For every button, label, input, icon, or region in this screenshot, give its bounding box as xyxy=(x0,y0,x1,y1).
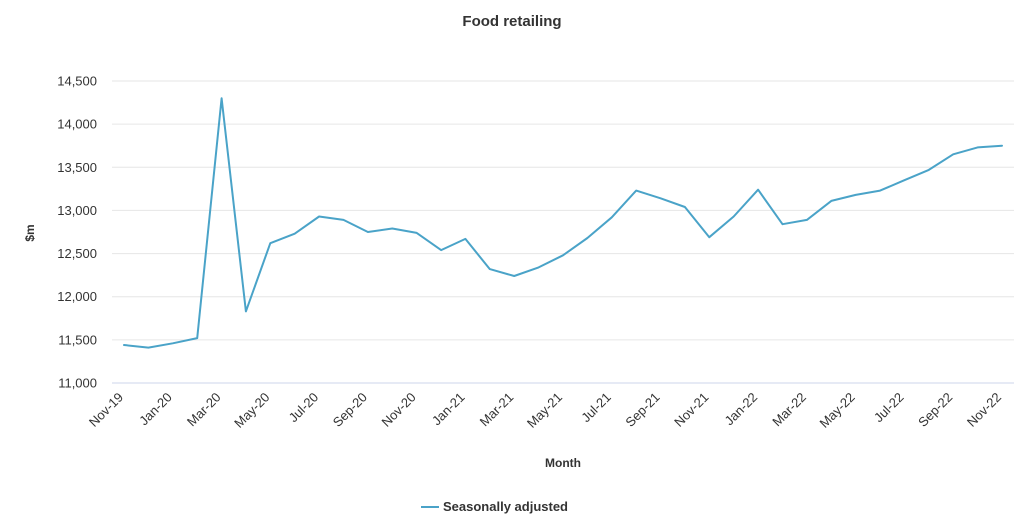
data-point[interactable] xyxy=(631,186,641,196)
data-point[interactable] xyxy=(997,141,1007,151)
data-point[interactable] xyxy=(778,219,788,229)
x-tick-label: Mar-21 xyxy=(477,390,517,430)
gridlines xyxy=(112,80,1014,384)
x-tick-label: Mar-20 xyxy=(184,390,224,430)
x-tick-label: Sep-21 xyxy=(622,390,662,430)
data-point[interactable] xyxy=(875,186,885,196)
y-tick-label: 13,500 xyxy=(57,160,97,175)
chart-title: Food retailing xyxy=(462,13,561,30)
data-point[interactable] xyxy=(485,264,495,274)
x-tick-label: May-20 xyxy=(231,390,272,431)
data-point[interactable] xyxy=(948,149,958,159)
legend[interactable]: Seasonally adjusted xyxy=(421,499,568,514)
x-tick-label: Jan-21 xyxy=(429,390,468,429)
y-tick-label: 14,000 xyxy=(57,117,97,132)
data-point[interactable] xyxy=(217,93,227,103)
data-point[interactable] xyxy=(826,196,836,206)
x-tick-label: Jan-22 xyxy=(722,390,761,429)
x-tick-label: Nov-20 xyxy=(379,390,419,430)
data-point[interactable] xyxy=(436,245,446,255)
data-point[interactable] xyxy=(534,262,544,272)
data-point[interactable] xyxy=(753,185,763,195)
y-tick-label: 14,500 xyxy=(57,74,97,89)
series-line-seasonally-adjusted[interactable] xyxy=(123,97,1003,349)
data-point[interactable] xyxy=(192,333,202,343)
x-tick-label: Mar-22 xyxy=(769,390,809,430)
series-layer xyxy=(119,93,1007,353)
data-point[interactable] xyxy=(387,224,397,234)
y-tick-label: 13,000 xyxy=(57,203,97,218)
data-point[interactable] xyxy=(265,238,275,248)
x-tick-label: May-21 xyxy=(524,390,565,431)
data-point[interactable] xyxy=(290,229,300,239)
x-tick-label: May-22 xyxy=(817,390,858,431)
data-point[interactable] xyxy=(582,233,592,243)
data-point[interactable] xyxy=(168,338,178,348)
y-tick-label: 12,500 xyxy=(57,246,97,261)
legend-label: Seasonally adjusted xyxy=(443,499,568,514)
data-point[interactable] xyxy=(607,212,617,222)
data-point[interactable] xyxy=(704,232,714,242)
data-point[interactable] xyxy=(656,193,666,203)
data-point[interactable] xyxy=(314,211,324,221)
y-axis: 11,000 11,500 12,000 12,500 13,000 13,500 14,0… xyxy=(57,74,97,391)
x-tick-label: Nov-21 xyxy=(671,390,711,430)
y-tick-label: 11,500 xyxy=(58,332,97,347)
data-point[interactable] xyxy=(363,227,373,237)
data-point[interactable] xyxy=(680,202,690,212)
data-point[interactable] xyxy=(412,228,422,238)
data-point[interactable] xyxy=(460,234,470,244)
data-point[interactable] xyxy=(241,306,251,316)
x-tick-label: Jan-20 xyxy=(136,390,175,429)
x-tick-label: Jul-20 xyxy=(286,390,322,426)
data-point[interactable] xyxy=(802,215,812,225)
x-axis: Nov-19 Jan-20 Mar-20 May-20 Jul-20 Sep-20 Nov-… xyxy=(86,390,1004,431)
x-tick-label: Sep-20 xyxy=(330,390,370,430)
y-tick-label: 11,000 xyxy=(58,376,97,391)
x-axis-title: Month xyxy=(545,456,581,470)
x-tick-label: Jul-21 xyxy=(578,390,614,426)
x-tick-label: Sep-22 xyxy=(915,390,955,430)
x-tick-label: Nov-19 xyxy=(86,390,126,430)
data-point[interactable] xyxy=(973,142,983,152)
data-point[interactable] xyxy=(143,343,153,353)
y-tick-label: 12,000 xyxy=(57,289,97,304)
data-point[interactable] xyxy=(558,250,568,260)
data-point[interactable] xyxy=(339,215,349,225)
x-tick-label: Nov-22 xyxy=(964,390,1004,430)
data-point[interactable] xyxy=(509,271,519,281)
data-point[interactable] xyxy=(924,165,934,175)
data-point[interactable] xyxy=(899,175,909,185)
y-axis-title: $m xyxy=(23,224,37,241)
data-point[interactable] xyxy=(851,190,861,200)
data-point[interactable] xyxy=(729,211,739,221)
data-point[interactable] xyxy=(119,340,129,350)
x-tick-label: Jul-22 xyxy=(871,390,907,426)
